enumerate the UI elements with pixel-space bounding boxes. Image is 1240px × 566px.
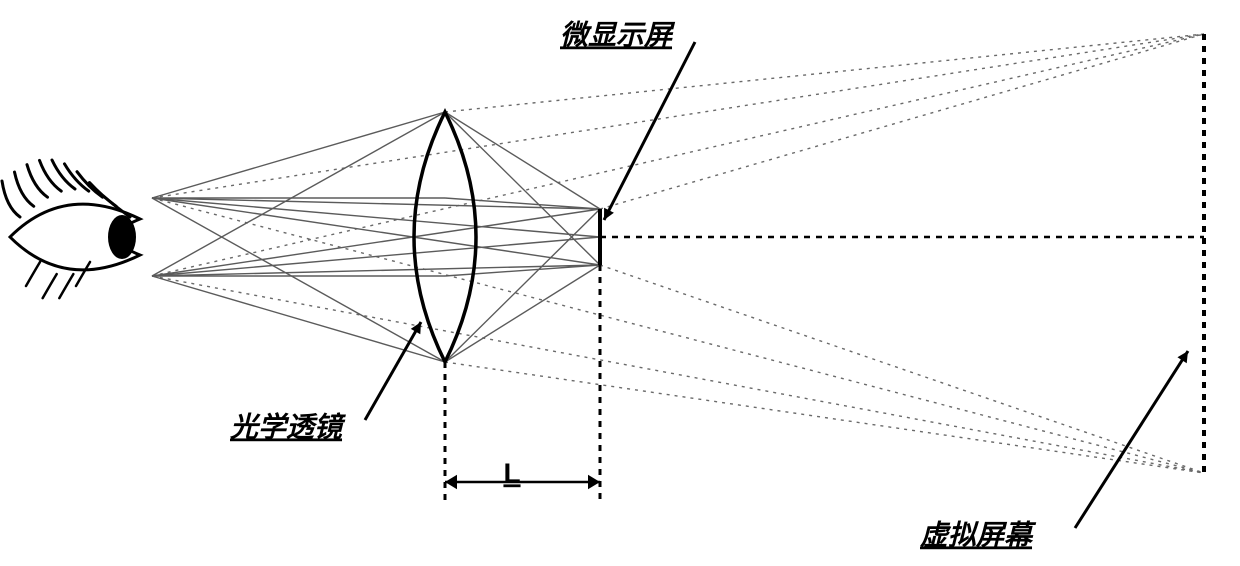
labels: 微显示屏光学透镜虚拟屏幕 L	[229, 19, 1037, 551]
label-microdisplay: 微显示屏	[560, 19, 676, 51]
real-rays	[152, 112, 600, 362]
label-distance-L: L	[503, 457, 520, 488]
leader-lines	[365, 42, 1188, 528]
eye-icon	[2, 160, 140, 298]
label-virtual-screen: 虚拟屏幕	[920, 520, 1037, 551]
label-optical-lens: 光学透镜	[229, 411, 346, 443]
optical-lens	[414, 112, 476, 362]
optical-diagram: 微显示屏光学透镜虚拟屏幕 L	[0, 0, 1240, 566]
virtual-rays	[152, 34, 1204, 473]
dimension-L	[445, 475, 600, 489]
